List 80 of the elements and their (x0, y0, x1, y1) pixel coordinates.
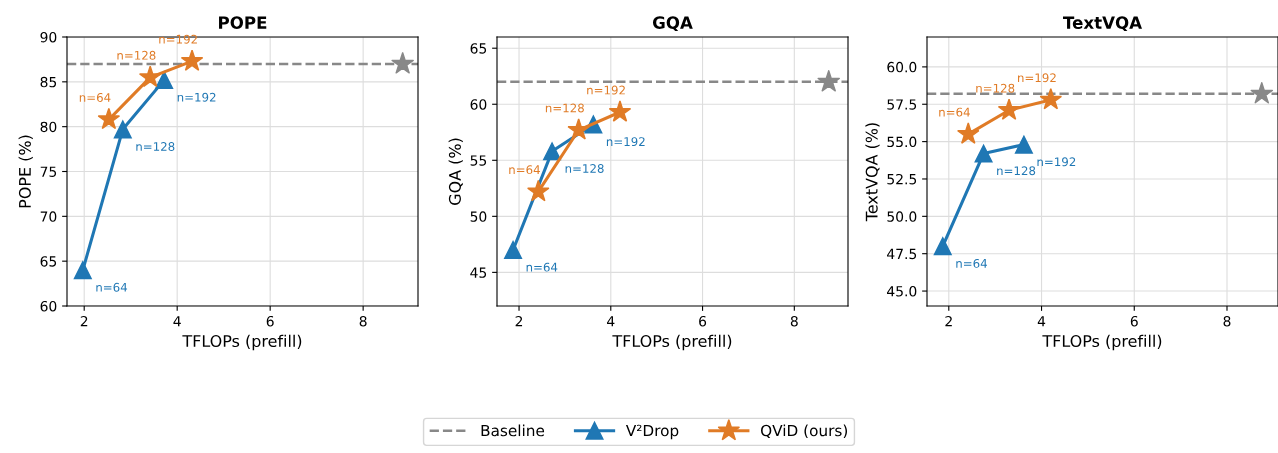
annotation: n=192 (606, 137, 645, 147)
point (817, 70, 840, 92)
annotation: n=192 (177, 92, 216, 102)
legend-label: Baseline (481, 424, 545, 437)
point (608, 100, 632, 122)
x-tick-label: 8 (1223, 315, 1231, 327)
x-tick-label: 8 (359, 315, 367, 327)
point (1039, 87, 1063, 110)
x-tick-label: 8 (790, 315, 798, 327)
annotation: n=128 (545, 103, 584, 113)
y-tick-label: 57.5 (887, 99, 917, 110)
x-tick-label: 4 (607, 316, 615, 327)
x-tick-label: 4 (173, 316, 181, 327)
y-tick-label: 90 (40, 31, 57, 43)
annotation: n=128 (136, 142, 175, 151)
point (957, 122, 980, 144)
y-tick-label: 60 (40, 300, 57, 312)
point (1250, 81, 1274, 104)
annotation: n=64 (96, 282, 128, 292)
y-tick-label: 52.5 (887, 173, 917, 185)
x-axis-title: TFLOPs (prefill) (182, 334, 302, 351)
annotation: n=192 (587, 85, 625, 95)
y-tick-label: 45 (470, 267, 487, 278)
y-tick-label: 45.0 (887, 286, 917, 297)
legend-label: QViD (ours) (760, 424, 848, 439)
x-axis-title: TFLOPs (prefill) (612, 334, 732, 351)
y-tick-label: 60.0 (887, 61, 917, 73)
annotation: n=192 (1018, 73, 1056, 83)
y-tick-label: 80 (40, 121, 57, 133)
y-tick-label: 47.5 (887, 248, 917, 260)
annotation: n=64 (939, 107, 970, 117)
x-axis-title: TFLOPs (prefill) (1042, 334, 1162, 351)
y-tick-label: 50.0 (887, 211, 917, 222)
point (155, 71, 174, 90)
chart-title: TextVQA (1063, 16, 1142, 32)
legend-label: V²Drop (625, 424, 679, 440)
x-tick-label: 4 (1037, 316, 1046, 327)
annotation: n=192 (1037, 157, 1076, 167)
point (974, 144, 993, 163)
y-tick-label: 65 (470, 43, 487, 54)
annotation: n=128 (997, 166, 1036, 176)
y-tick-label: 50 (470, 211, 487, 222)
annotation: n=64 (526, 262, 558, 272)
y-tick-label: 60 (470, 99, 487, 110)
point (527, 179, 550, 202)
x-tick-label: 6 (699, 315, 707, 327)
point (97, 107, 121, 130)
y-tick-label: 85 (40, 76, 57, 88)
y-tick-label: 55 (470, 155, 487, 166)
y-tick-label: 75 (40, 166, 57, 177)
point (567, 118, 590, 140)
point (73, 261, 92, 280)
x-tick-label: 6 (266, 315, 274, 327)
annotation: n=64 (956, 258, 987, 268)
point (504, 240, 523, 259)
point (997, 98, 1021, 120)
point (933, 237, 952, 256)
y-tick-label: 55.0 (887, 136, 917, 148)
annotation: n=128 (117, 50, 156, 60)
x-tick-label: 2 (515, 315, 523, 327)
annotation: n=64 (509, 165, 540, 175)
y-axis-title: GQA (%) (448, 138, 463, 205)
y-axis-title: TextVQA (%) (865, 123, 880, 222)
point (180, 49, 204, 71)
annotation: n=64 (79, 93, 111, 102)
x-tick-label: 2 (945, 315, 952, 327)
y-tick-label: 65 (40, 256, 57, 267)
y-tick-label: 70 (40, 211, 57, 222)
x-tick-label: 2 (80, 315, 88, 327)
point (543, 142, 562, 161)
point (391, 52, 414, 74)
y-axis-title: POPE (%) (18, 135, 33, 208)
chart-title: POPE (219, 16, 267, 29)
point (138, 65, 162, 88)
x-tick-label: 6 (1130, 315, 1138, 327)
chart-title: GQA (652, 16, 693, 32)
point (1014, 135, 1033, 154)
annotation: n=128 (565, 164, 604, 173)
annotation: n=128 (976, 83, 1015, 93)
point (113, 120, 132, 139)
